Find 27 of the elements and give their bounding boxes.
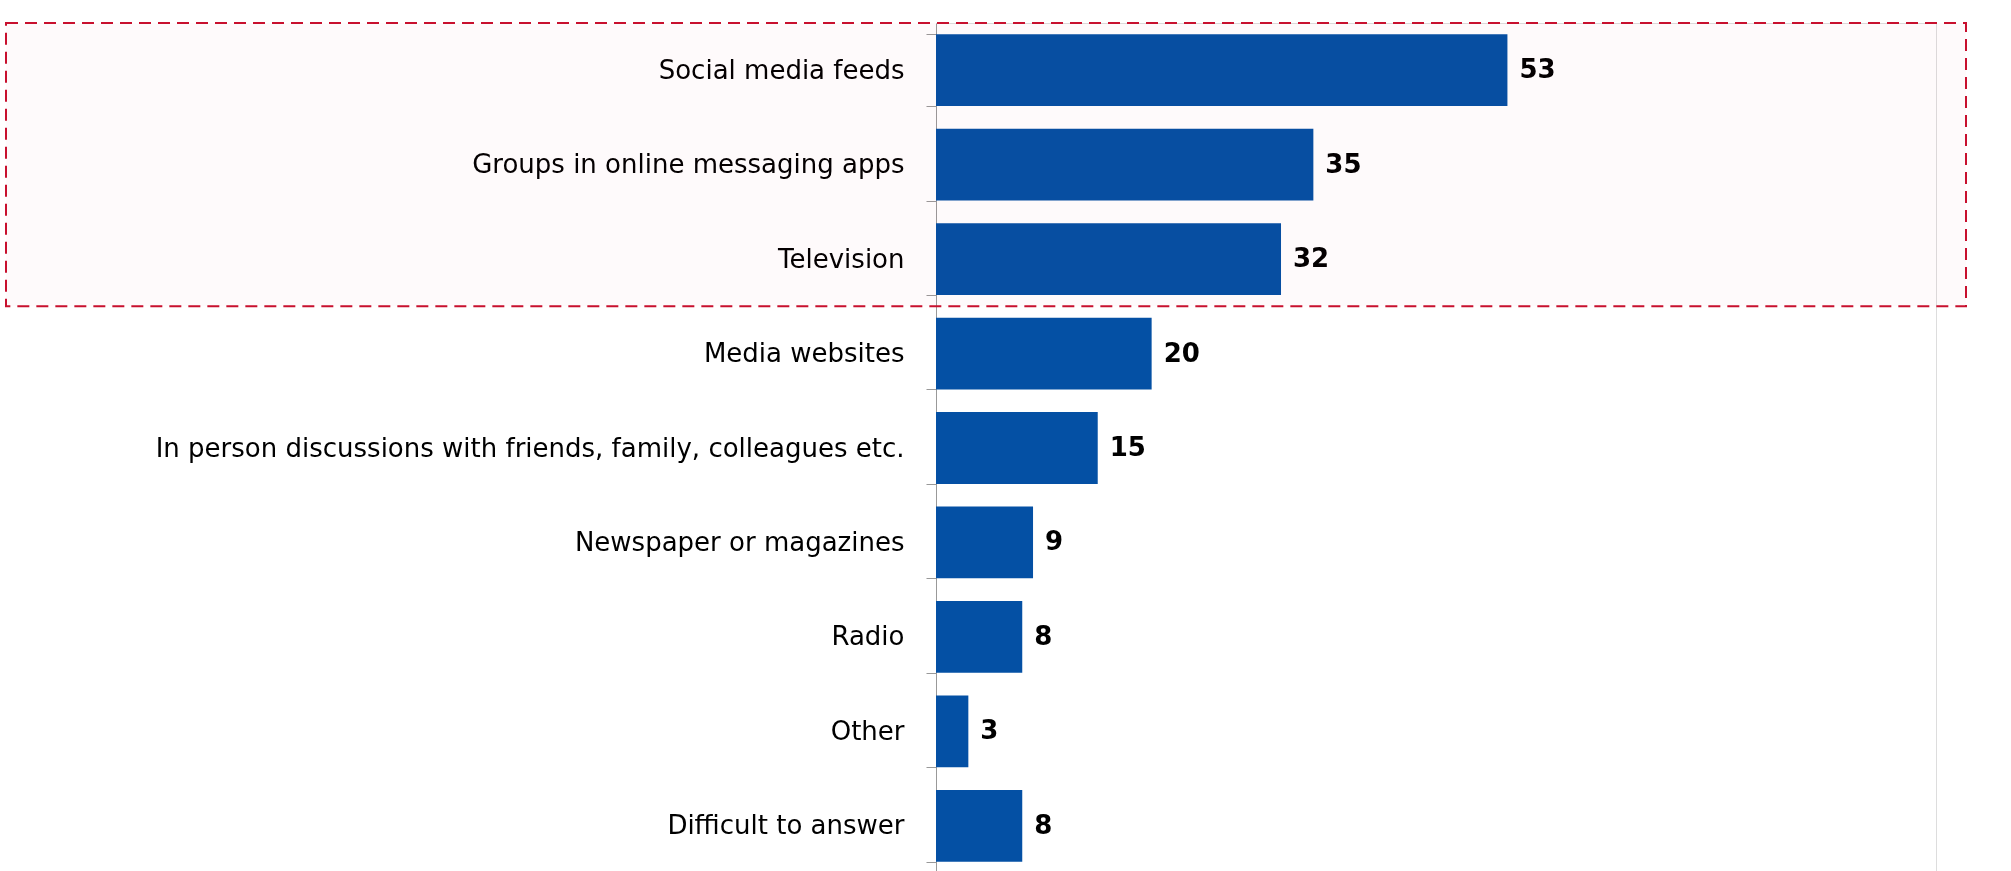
y-tick-label: Groups in online messaging apps xyxy=(472,149,905,180)
bar xyxy=(936,789,1023,862)
bar xyxy=(936,695,969,768)
data-label: 8 xyxy=(1034,809,1053,840)
data-label: 32 xyxy=(1293,243,1330,274)
data-label: 20 xyxy=(1163,337,1200,368)
data-label: 15 xyxy=(1109,432,1146,462)
bar xyxy=(936,34,1508,107)
bar xyxy=(936,128,1314,201)
y-tick-label: Television xyxy=(777,243,905,274)
y-tick-label: Other xyxy=(830,715,905,746)
y-tick-label: Media websites xyxy=(703,338,905,369)
y-tick-label: Radio xyxy=(831,621,905,652)
data-label: 35 xyxy=(1325,148,1362,179)
bar xyxy=(936,412,1098,484)
data-label: 9 xyxy=(1045,526,1064,557)
bar xyxy=(936,223,1282,295)
y-tick-label: Social media feeds xyxy=(658,54,905,85)
bar xyxy=(936,506,1034,579)
bar xyxy=(936,317,1152,390)
data-label: 8 xyxy=(1034,620,1053,651)
bar xyxy=(936,601,1023,673)
data-label: 3 xyxy=(980,715,999,746)
y-tick-label: Newspaper or magazines xyxy=(574,526,905,557)
data-label: 53 xyxy=(1519,54,1556,85)
y-tick-label: Difficult to answer xyxy=(667,810,905,841)
y-tick-label: In person discussions with friends, family, colleagues etc. xyxy=(155,432,905,463)
